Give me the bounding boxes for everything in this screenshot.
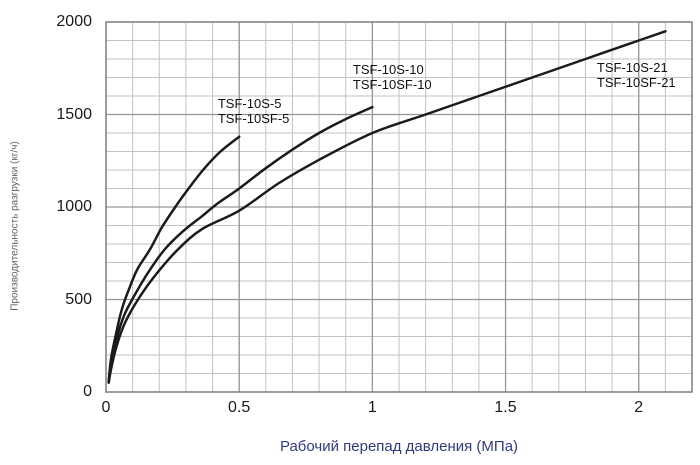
x-tick-label: 1.5 bbox=[494, 399, 517, 416]
y-tick-label: 1500 bbox=[56, 105, 92, 123]
y-axis-title: Производительность разгрузки (кг/ч) bbox=[9, 141, 21, 311]
curve-label-line: TSF-10S-10 bbox=[352, 61, 424, 77]
y-tick-label: 1000 bbox=[56, 198, 92, 215]
x-tick-label: 0.5 bbox=[228, 399, 251, 416]
curve-label-tsf-10s-10: TSF-10S-10 TSF-10SF-10 bbox=[353, 62, 432, 92]
x-tick-label: 1 bbox=[367, 399, 377, 416]
curve-label-line: TSF-10S-21 bbox=[596, 59, 668, 75]
curve-label-line: TSF-10SF-10 bbox=[352, 76, 432, 92]
x-axis-title: Рабочий перепад давления (МПа) bbox=[279, 438, 519, 455]
curve-label-line: TSF-10SF-5 bbox=[217, 111, 290, 126]
curve-label-tsf-10s-21: TSF-10S-21 TSF-10SF-21 bbox=[597, 60, 676, 90]
curve-label-line: TSF-10SF-21 bbox=[596, 74, 676, 90]
curve-label-tsf-10s-5: TSF-10S-5 TSF-10SF-5 bbox=[218, 96, 290, 126]
y-tick-label: 0 bbox=[83, 383, 92, 400]
curve-label-line: TSF-10S-5 bbox=[217, 96, 282, 111]
y-tick-label: 500 bbox=[65, 290, 92, 308]
x-tick-label: 2 bbox=[634, 399, 644, 416]
x-tick-label: 0 bbox=[101, 399, 111, 416]
y-tick-label: 2000 bbox=[56, 13, 92, 30]
